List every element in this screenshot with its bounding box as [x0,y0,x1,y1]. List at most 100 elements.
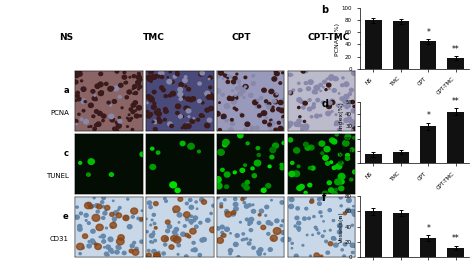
Circle shape [341,249,343,251]
Circle shape [225,227,229,231]
Circle shape [158,251,160,253]
Circle shape [200,198,204,202]
Circle shape [175,104,181,109]
Circle shape [326,78,328,80]
Circle shape [319,211,322,214]
Circle shape [174,228,179,231]
Circle shape [267,123,273,128]
Circle shape [265,103,268,105]
Circle shape [221,231,224,234]
Circle shape [315,92,317,94]
Circle shape [191,249,194,251]
Circle shape [314,226,317,229]
Circle shape [113,211,118,215]
Circle shape [237,133,243,138]
Circle shape [231,99,237,104]
Circle shape [175,188,180,193]
Circle shape [176,111,179,114]
Circle shape [246,142,249,145]
Text: *: * [426,28,430,37]
Circle shape [96,210,99,213]
Circle shape [353,136,356,139]
Circle shape [225,210,228,214]
Circle shape [281,238,286,242]
Circle shape [88,241,90,242]
Circle shape [92,214,100,221]
Circle shape [146,111,149,113]
Circle shape [237,80,240,83]
Circle shape [348,92,351,95]
Circle shape [242,196,246,199]
Circle shape [149,206,152,209]
Circle shape [251,209,255,213]
Circle shape [181,115,183,118]
Circle shape [220,225,224,229]
Circle shape [335,133,338,136]
Circle shape [305,70,308,73]
Circle shape [135,92,137,94]
Circle shape [263,121,265,123]
Circle shape [191,223,192,224]
Text: e: e [63,212,69,221]
Circle shape [280,166,284,170]
Circle shape [130,117,133,119]
Circle shape [319,141,325,146]
Circle shape [282,141,286,144]
Circle shape [312,90,316,94]
Circle shape [260,97,263,99]
Circle shape [334,238,336,240]
Circle shape [171,81,173,83]
Circle shape [273,100,278,104]
Circle shape [310,201,312,203]
Circle shape [164,200,167,202]
Bar [392,152,409,163]
Circle shape [76,243,84,250]
Circle shape [337,230,342,234]
Circle shape [294,123,298,126]
Circle shape [264,90,266,92]
Circle shape [282,119,286,122]
Circle shape [252,246,255,249]
Circle shape [290,197,294,202]
Circle shape [268,102,271,105]
Circle shape [154,106,156,108]
Circle shape [289,204,293,209]
Circle shape [95,204,99,207]
Circle shape [115,121,118,124]
Circle shape [91,240,95,244]
Circle shape [111,226,113,228]
Circle shape [346,153,349,157]
Circle shape [115,70,118,73]
Circle shape [338,174,345,179]
Circle shape [337,104,339,107]
Circle shape [350,243,355,247]
Circle shape [135,110,137,112]
Circle shape [190,119,195,123]
Circle shape [236,87,239,90]
Circle shape [234,242,238,246]
Circle shape [124,216,128,220]
Circle shape [245,180,249,184]
Circle shape [105,205,110,210]
Circle shape [215,89,220,94]
Circle shape [327,104,331,109]
Circle shape [165,229,170,233]
Circle shape [209,76,212,79]
Circle shape [81,89,83,91]
Circle shape [157,109,160,112]
Circle shape [79,162,82,164]
Circle shape [248,220,252,224]
Circle shape [217,74,220,78]
Circle shape [216,183,222,189]
Circle shape [164,198,166,200]
Circle shape [170,182,176,188]
Circle shape [157,75,160,78]
Circle shape [129,249,133,253]
Circle shape [147,201,152,205]
Circle shape [339,161,343,165]
Text: TUNEL: TUNEL [46,173,69,179]
Circle shape [342,77,344,79]
Circle shape [80,118,83,120]
Circle shape [327,83,331,87]
Circle shape [269,89,274,94]
